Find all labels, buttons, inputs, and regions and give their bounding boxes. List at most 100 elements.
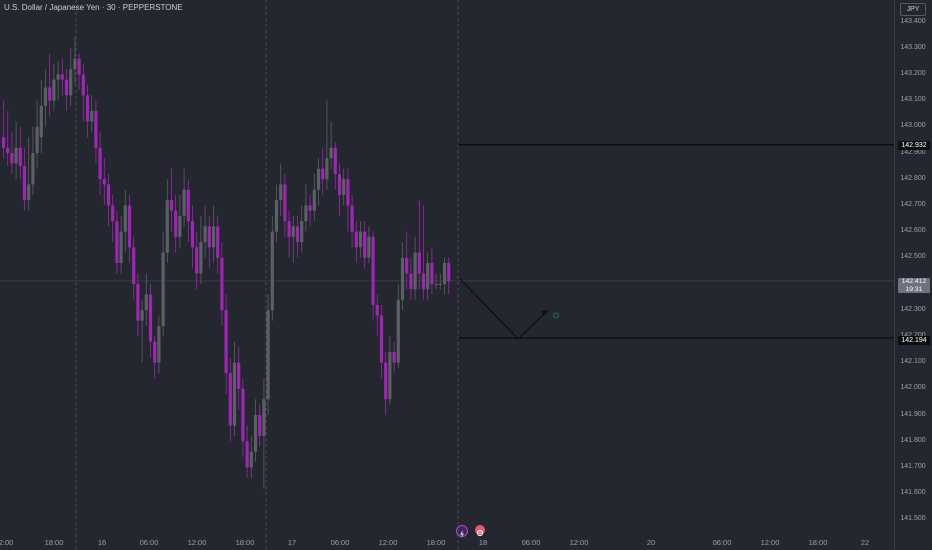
candle-body: [161, 252, 165, 326]
time-tick-label: 06:00: [139, 538, 159, 547]
price-tick-label: 141.800: [900, 436, 926, 444]
price-tick-label: 143.200: [900, 69, 926, 77]
price-tick-label: 141.600: [900, 489, 926, 497]
candle-body: [442, 263, 447, 284]
candle-body: [211, 226, 216, 248]
candle-body: [249, 451, 253, 468]
candle-body: [90, 111, 94, 122]
projection-arrowhead: [541, 310, 548, 316]
candle-body: [274, 200, 279, 232]
candle-body: [321, 168, 325, 180]
candle-body: [224, 310, 228, 374]
candle-body: [174, 210, 178, 237]
upper-line-price-tag: 142.932: [898, 141, 930, 150]
price-tick-label: 142.800: [900, 174, 926, 182]
candle-body: [308, 205, 312, 211]
candle-body: [56, 74, 60, 80]
lightning-icon[interactable]: [456, 525, 468, 538]
time-tick-label: 17: [287, 538, 297, 547]
candle-body: [421, 273, 426, 290]
candle-body: [127, 205, 132, 248]
price-tick-label: 143.100: [900, 96, 926, 104]
price-tick-label: 141.500: [900, 515, 926, 523]
candle-body: [283, 184, 287, 222]
candle-body: [169, 200, 174, 211]
time-tick-label: 06:00: [712, 538, 732, 547]
candle-body: [203, 226, 207, 243]
candle-body: [413, 252, 417, 290]
candle-body: [228, 373, 232, 426]
symbol-title[interactable]: U.S. Dollar / Japanese Yen · 30 · PEPPER…: [4, 3, 183, 12]
candle-body: [346, 179, 350, 206]
time-tick-label: 18:00: [235, 538, 255, 547]
time-tick-label: 12:00: [187, 538, 207, 547]
candle-body: [43, 87, 48, 106]
time-tick-label: 18:00: [426, 538, 446, 547]
candle-body: [295, 226, 300, 243]
time-tick-label: 16: [97, 538, 107, 547]
candle-body: [262, 399, 266, 436]
candle-body: [291, 226, 295, 237]
candle-body: [325, 158, 329, 180]
candle-body: [438, 284, 442, 285]
candle-body: [354, 231, 358, 248]
candle-body: [140, 310, 144, 321]
price-tick-label: 142.200: [895, 332, 931, 339]
price-axis[interactable]: 143.400 143.300 143.200 143.100 143.000 142.9…: [894, 0, 932, 550]
candle-body: [337, 173, 342, 195]
candle-body: [18, 147, 22, 167]
time-tick-label: 18: [478, 538, 488, 547]
candle-body: [190, 221, 195, 248]
candle-body: [52, 79, 56, 101]
candle-body: [69, 69, 73, 96]
price-tick-label: 143.000: [900, 122, 926, 130]
projection-target: [553, 312, 559, 319]
candle-body: [279, 184, 283, 201]
price-tick-label: 142.100: [900, 358, 926, 366]
candle-body: [144, 294, 148, 311]
candle-body: [388, 352, 392, 400]
lower-line-price-tag: 142.194: [898, 336, 930, 345]
price-tick-label: 142.600: [900, 227, 926, 235]
candle-body: [64, 79, 69, 96]
candle-body: [333, 147, 337, 174]
candle-body: [342, 179, 346, 195]
candle-body: [39, 105, 43, 138]
projection-path: [459, 278, 549, 340]
candle-body: [316, 168, 321, 190]
time-tick-label: 12:00: [569, 538, 589, 547]
candle-body: [14, 147, 18, 164]
currency-button[interactable]: JPY: [900, 3, 926, 16]
candle-body: [31, 153, 35, 185]
candle-body: [216, 226, 220, 258]
time-tick-label: 20: [646, 538, 656, 547]
candle-body: [98, 147, 102, 180]
candle-body: [35, 126, 39, 153]
candle-body: [6, 147, 10, 153]
candle-body: [367, 236, 371, 258]
candlestick-chart[interactable]: [0, 0, 894, 550]
candle-body: [358, 231, 363, 248]
candle-body: [123, 205, 127, 232]
candle-body: [199, 242, 203, 274]
time-tick-label: 18:00: [44, 538, 64, 547]
candle-body: [157, 325, 161, 363]
candle-body: [379, 315, 384, 363]
current-price-value: 142.412: [901, 278, 927, 285]
candle-body: [77, 58, 81, 75]
candle-body: [111, 205, 115, 222]
candle-body: [148, 294, 153, 342]
flag-icon[interactable]: [475, 525, 485, 537]
price-tick-label: 141.900: [900, 410, 926, 418]
price-tick-label: 143.300: [900, 43, 926, 51]
time-tick-label: 2:00: [0, 538, 14, 547]
candle-body: [405, 257, 409, 274]
chart-area[interactable]: [0, 0, 894, 550]
candle-body: [178, 215, 182, 237]
candle-body: [400, 257, 405, 300]
candle-body: [186, 189, 190, 222]
candle-body: [220, 257, 224, 311]
candle-body: [253, 415, 258, 452]
price-tick-label: 142.700: [900, 200, 926, 208]
candle-body: [312, 189, 316, 211]
